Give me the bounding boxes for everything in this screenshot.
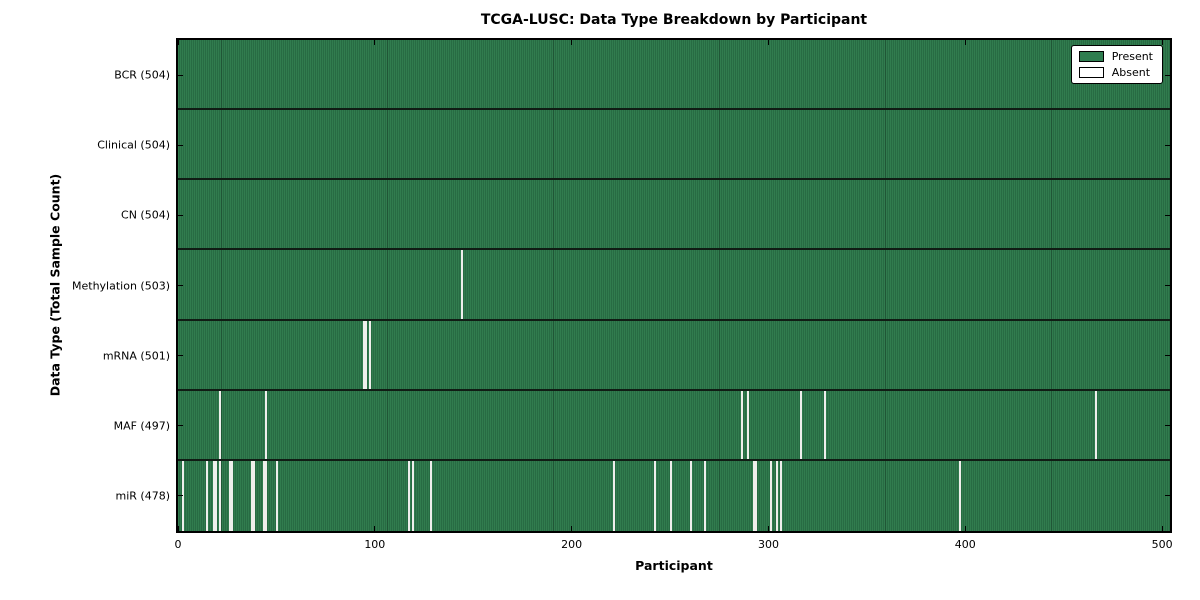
absent-marker [231,460,234,531]
axis-tick [178,285,183,286]
heatmap-row-mrna [178,320,1170,391]
absent-marker [461,250,464,319]
x-axis-label: Participant [635,558,713,573]
axis-tick [1165,285,1170,286]
absent-marker [250,460,253,531]
axis-tick [178,74,183,76]
axis-tick [178,144,183,146]
absent-marker [799,390,802,459]
absent-swatch [1078,67,1104,78]
y-tick-label: Clinical (504) [97,138,170,152]
absent-marker [740,390,743,459]
absent-marker [776,460,779,531]
absent-marker [229,460,232,531]
legend-item-absent: Absent [1078,66,1153,79]
y-tick-label: MAF (497) [113,419,170,433]
absent-marker [252,460,255,531]
absent-marker [412,460,415,531]
axis-tick [177,526,179,531]
absent-marker [429,460,432,531]
absent-marker [408,460,411,531]
absent-marker [654,460,657,531]
y-axis-label: Data Type (Total Sample Count) [47,173,63,397]
absent-marker [780,460,783,531]
axis-tick [767,40,769,45]
absent-marker [276,460,279,531]
x-tick-label: 500 [1151,538,1173,551]
x-tick-label: 100 [364,538,386,551]
x-tick-label: 0 [174,538,182,551]
legend-item-present: Present [1078,50,1153,63]
legend-label-present: Present [1111,50,1153,63]
absent-marker [770,460,773,531]
absent-marker [959,460,962,531]
axis-tick [571,526,573,531]
axis-tick [1165,495,1170,497]
axis-tick [177,40,179,45]
axis-tick [374,526,376,531]
y-tick-label: Methylation (503) [72,279,170,292]
axis-tick [1165,425,1170,427]
absent-marker [368,320,371,389]
absent-marker [689,460,692,531]
absent-marker [215,460,218,531]
absent-marker [264,460,267,531]
heatmap-row-bcr [178,40,1170,111]
axis-tick [1161,526,1163,531]
axis-tick [374,40,376,45]
x-tick-label: 300 [757,538,779,551]
axis-tick [767,526,769,531]
absent-marker [823,390,826,459]
axis-tick [1165,355,1170,357]
axis-tick [178,355,183,357]
heatmap-row-clinical [178,110,1170,181]
legend: Present Absent [1070,45,1163,84]
heatmap-row-maf [178,390,1170,461]
y-tick-label: BCR (504) [114,68,170,82]
legend-label-absent: Absent [1111,66,1151,79]
axis-tick [178,425,183,427]
present-swatch [1078,51,1104,62]
x-tick-label: 200 [561,538,583,551]
axis-tick [1161,40,1163,45]
absent-marker [363,320,366,389]
absent-marker [262,460,265,531]
absent-marker [364,320,367,389]
absent-marker [752,460,755,531]
y-tick-label: CN (504) [121,208,170,222]
axis-tick [178,495,183,497]
axis-tick [1165,214,1170,216]
heatmap-row-methylation [178,250,1170,321]
heatmap-row-mir [178,460,1170,531]
absent-marker [205,460,208,531]
absent-marker [213,460,216,531]
heatmap-row-cn [178,180,1170,251]
absent-marker [703,460,706,531]
absent-marker [754,460,757,531]
x-tick-label: 400 [954,538,976,551]
plot-area: Present Absent [176,38,1172,533]
absent-marker [219,460,222,531]
axis-tick [1165,74,1170,76]
axis-tick [964,526,966,531]
axis-tick [571,40,573,45]
absent-marker [264,390,267,459]
absent-marker [1095,390,1098,459]
y-tick-label: mRNA (501) [102,349,170,363]
absent-marker [219,390,222,459]
axis-tick [964,40,966,45]
axis-tick [1165,144,1170,146]
absent-marker [746,390,749,459]
chart-title: TCGA-LUSC: Data Type Breakdown by Partic… [480,12,868,28]
y-tick-label: miR (478) [115,489,171,503]
absent-marker [612,460,615,531]
absent-marker [670,460,673,531]
axis-tick [178,214,183,216]
